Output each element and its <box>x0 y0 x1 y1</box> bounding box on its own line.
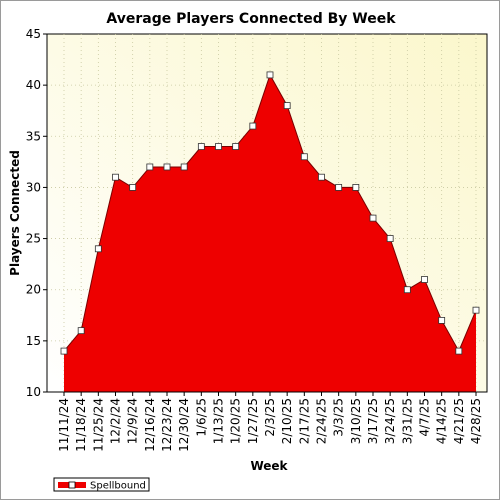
chart-title: Average Players Connected By Week <box>106 11 396 27</box>
x-tick-label: 12/30/24 <box>177 398 191 452</box>
x-tick-label: 12/23/24 <box>160 398 174 452</box>
x-axis-label: Week <box>250 459 288 473</box>
x-tick-label: 2/3/25 <box>263 398 277 437</box>
data-point-3/17/25 <box>369 214 377 222</box>
y-tick-label: 10 <box>26 385 41 399</box>
data-point-1/20/25 <box>232 143 240 150</box>
x-tick-label: 3/3/25 <box>332 398 346 437</box>
x-tick-label: 1/6/25 <box>194 398 208 437</box>
data-point-2/24/25 <box>318 173 325 181</box>
x-tick-label: 4/21/25 <box>452 398 466 444</box>
x-tick-label: 1/13/25 <box>212 398 226 444</box>
legend-marker <box>68 481 76 489</box>
x-tick-label: 4/14/25 <box>435 398 449 444</box>
data-point-4/14/25 <box>438 316 446 324</box>
y-tick-label: 40 <box>26 78 41 92</box>
data-point-3/31/25 <box>403 286 411 294</box>
x-tick-label: 3/24/25 <box>383 398 397 444</box>
x-tick-label: 2/24/25 <box>315 398 329 444</box>
series-area-spellbound <box>64 74 476 393</box>
data-point-3/24/25 <box>386 235 394 242</box>
data-point-2/17/25 <box>300 153 308 161</box>
data-point-1/13/25 <box>215 143 222 150</box>
x-tick-label: 12/2/24 <box>109 398 123 444</box>
legend-label-spellbound: Spellbound <box>90 481 146 492</box>
data-point-12/2/24 <box>112 173 119 181</box>
data-point-2/10/25 <box>283 102 291 109</box>
data-point-12/16/24 <box>146 163 154 171</box>
y-tick-label: 30 <box>26 180 41 194</box>
data-point-4/21/25 <box>455 347 463 355</box>
data-point-11/11/24 <box>60 347 68 355</box>
data-point-3/10/25 <box>352 184 360 191</box>
data-point-1/27/25 <box>249 122 257 130</box>
y-axis-label: Players Connected <box>8 150 22 276</box>
data-point-4/7/25 <box>421 276 428 283</box>
series-layer <box>60 71 480 393</box>
x-tick-label: 11/25/24 <box>91 398 105 452</box>
x-tick-label: 2/17/25 <box>297 398 311 444</box>
x-tick-label: 2/10/25 <box>280 398 294 444</box>
y-tick-label: 25 <box>26 232 41 246</box>
data-point-12/30/24 <box>180 163 188 171</box>
x-tick-label: 11/18/24 <box>74 398 88 452</box>
x-tick-label: 11/11/24 <box>57 398 71 452</box>
data-point-1/6/25 <box>197 143 205 150</box>
data-point-4/28/25 <box>472 306 480 314</box>
y-tick-label: 20 <box>26 283 41 297</box>
data-point-11/25/24 <box>94 245 102 253</box>
data-point-3/3/25 <box>335 184 343 191</box>
x-tick-label: 3/31/25 <box>400 398 414 444</box>
x-tick-label: 1/27/25 <box>246 398 260 444</box>
data-point-2/3/25 <box>266 71 274 79</box>
x-tick-label: 3/17/25 <box>366 398 380 444</box>
y-tick-label: 45 <box>26 27 41 41</box>
legend: Spellbound <box>53 477 150 492</box>
y-tick-label: 15 <box>26 334 41 348</box>
x-tick-label: 12/16/24 <box>143 398 157 452</box>
x-tick-label: 4/28/25 <box>469 398 483 444</box>
data-point-11/18/24 <box>77 327 85 335</box>
x-tick-label: 3/10/25 <box>349 398 363 444</box>
data-point-12/9/24 <box>129 184 137 191</box>
data-point-12/23/24 <box>163 163 171 171</box>
x-tick-label: 12/9/24 <box>126 398 140 444</box>
x-tick-label: 4/7/25 <box>418 398 432 437</box>
x-tick-label: 1/20/25 <box>229 398 243 444</box>
axes: 10 15 20 25 30 35 40 45 11/11/24 11/18/24 11/25/24… <box>26 27 487 452</box>
y-tick-label: 35 <box>26 129 41 143</box>
